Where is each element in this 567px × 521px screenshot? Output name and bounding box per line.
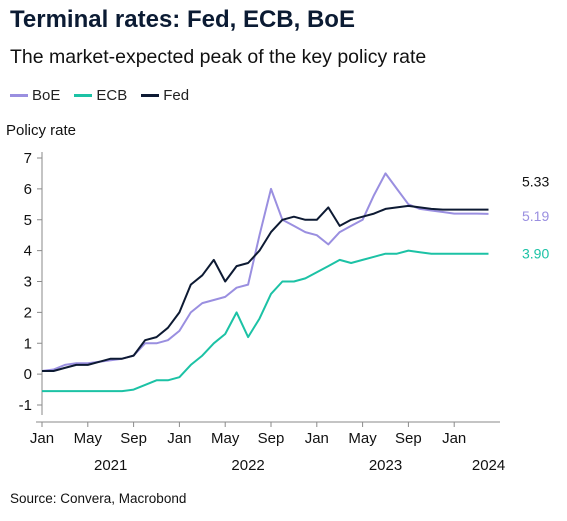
legend-item-fed: Fed — [141, 87, 189, 104]
x-tick-label: Sep — [120, 430, 147, 447]
chart-subtitle: The market-expected peak of the key poli… — [10, 46, 427, 68]
y-tick-label: 6 — [24, 181, 32, 198]
series-line-ecb — [42, 249, 489, 393]
x-year-label: 2023 — [369, 457, 402, 474]
y-axis-label: Policy rate — [6, 122, 77, 139]
legend-label-fed: Fed — [163, 87, 190, 104]
y-tick-label: 7 — [24, 150, 32, 167]
source-note: Source: Convera, Macrobond — [10, 491, 187, 506]
x-tick-label: Jan — [442, 430, 466, 447]
x-tick-label: May — [74, 430, 103, 447]
y-tick-label: -1 — [19, 397, 32, 414]
legend-swatch-boe — [10, 94, 28, 97]
legend-swatch-fed — [141, 94, 160, 97]
x-tick-label: Jan — [30, 430, 54, 447]
legend-item-boe: BoE — [10, 87, 60, 104]
y-tick-label: 1 — [24, 335, 32, 352]
legend: BoE ECB Fed — [10, 87, 203, 104]
end-label-boe: 5.19 — [522, 208, 549, 224]
legend-label-boe: BoE — [32, 87, 61, 104]
chart-title: Terminal rates: Fed, ECB, BoE — [10, 6, 355, 33]
end-label-ecb: 3.90 — [522, 246, 549, 262]
legend-label-ecb: ECB — [96, 87, 128, 104]
x-tick-label: May — [348, 430, 377, 447]
series-line-fed — [42, 204, 489, 372]
x-tick-label: Sep — [258, 430, 285, 447]
x-year-label: 2024 — [472, 457, 505, 474]
y-tick-label: 4 — [24, 243, 32, 260]
x-tick-label: Jan — [305, 430, 329, 447]
end-label-fed: 5.33 — [522, 174, 549, 190]
series-line-boe — [41, 172, 489, 372]
legend-swatch-ecb — [74, 94, 93, 97]
legend-item-ecb: ECB — [74, 87, 127, 104]
x-year-label: 2022 — [231, 457, 264, 474]
y-tick-label: 0 — [24, 366, 32, 383]
x-tick-label: Sep — [395, 430, 422, 447]
x-year-label: 2021 — [94, 457, 127, 474]
y-tick-label: 3 — [24, 274, 32, 291]
y-tick-label: 5 — [24, 212, 32, 229]
y-tick-label: 2 — [24, 304, 32, 321]
x-tick-label: Jan — [167, 430, 191, 447]
x-tick-label: May — [211, 430, 240, 447]
